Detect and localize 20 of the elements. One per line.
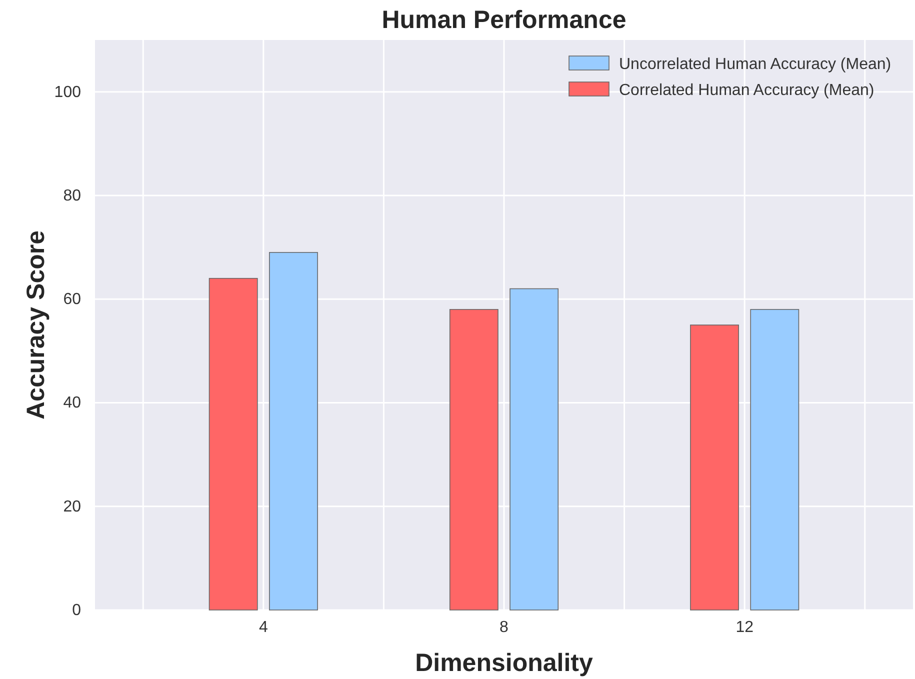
x-axis-title: Dimensionality [415, 649, 593, 677]
x-tick-label: 4 [258, 619, 268, 636]
y-tick-label: 80 [63, 187, 82, 204]
y-tick-label: 0 [72, 602, 82, 619]
bar [690, 324, 739, 610]
legend-label: Correlated Human Accuracy (Mean) [619, 82, 874, 99]
bar [269, 252, 318, 610]
chart-title: Human Performance [382, 6, 626, 34]
bar [208, 278, 258, 610]
bar [510, 288, 559, 610]
legend-label: Uncorrelated Human Accuracy (Mean) [619, 56, 892, 73]
y-tick-label: 60 [63, 291, 82, 308]
bar [449, 309, 498, 610]
y-tick-label: 20 [63, 498, 82, 516]
x-tick-label: 12 [736, 619, 754, 636]
x-tick-label: 8 [500, 619, 509, 636]
y-tick-label: 100 [54, 84, 82, 101]
bar [750, 309, 800, 610]
y-axis-title: Accuracy Score [22, 230, 50, 420]
y-tick-label: 40 [63, 394, 82, 412]
